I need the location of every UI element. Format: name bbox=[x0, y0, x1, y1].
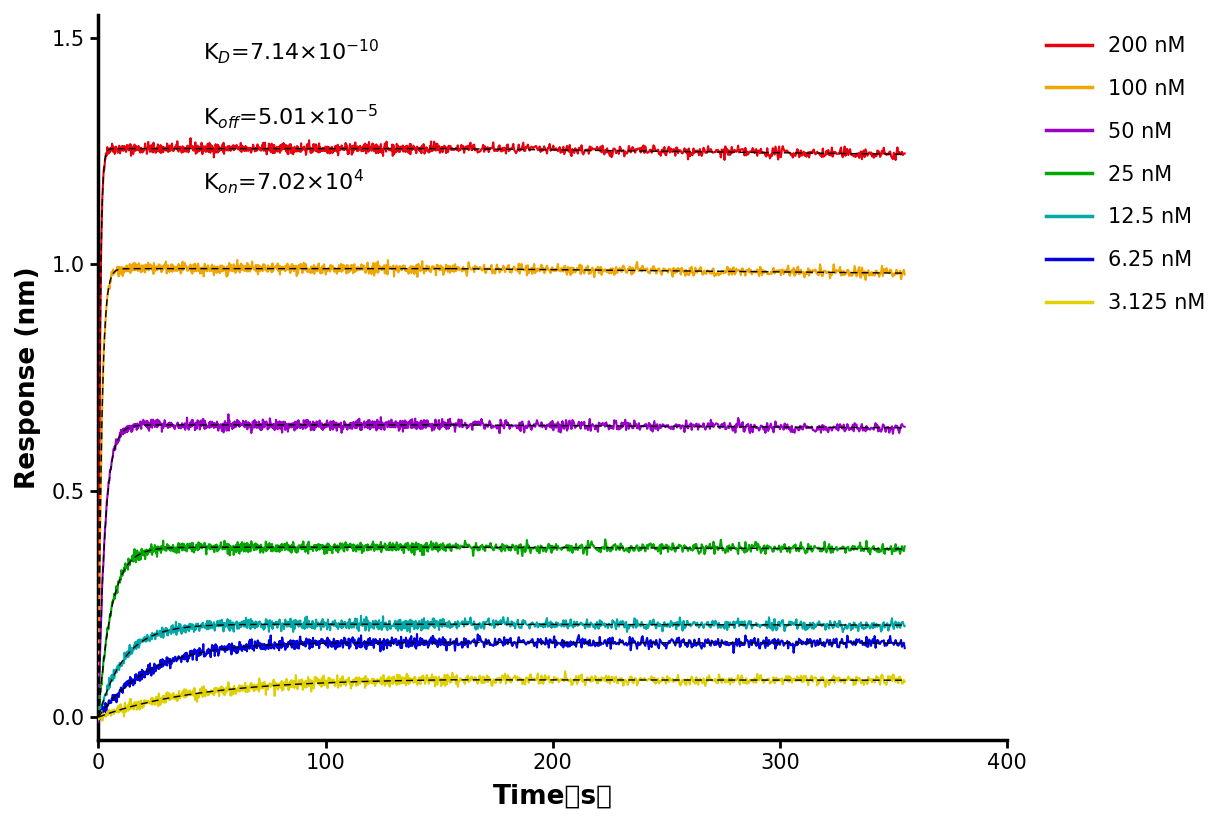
Y-axis label: Response (nm): Response (nm) bbox=[15, 266, 41, 488]
X-axis label: Time（s）: Time（s） bbox=[493, 784, 612, 810]
Text: K$_{on}$=7.02×10$^{4}$: K$_{on}$=7.02×10$^{4}$ bbox=[203, 167, 363, 196]
Legend: 200 nM, 100 nM, 50 nM, 25 nM, 12.5 nM, 6.25 nM, 3.125 nM: 200 nM, 100 nM, 50 nM, 25 nM, 12.5 nM, 6… bbox=[1035, 26, 1216, 323]
Text: K$_{D}$=7.14×10$^{-10}$: K$_{D}$=7.14×10$^{-10}$ bbox=[203, 37, 379, 65]
Text: K$_{off}$=5.01×10$^{-5}$: K$_{off}$=5.01×10$^{-5}$ bbox=[203, 102, 378, 131]
